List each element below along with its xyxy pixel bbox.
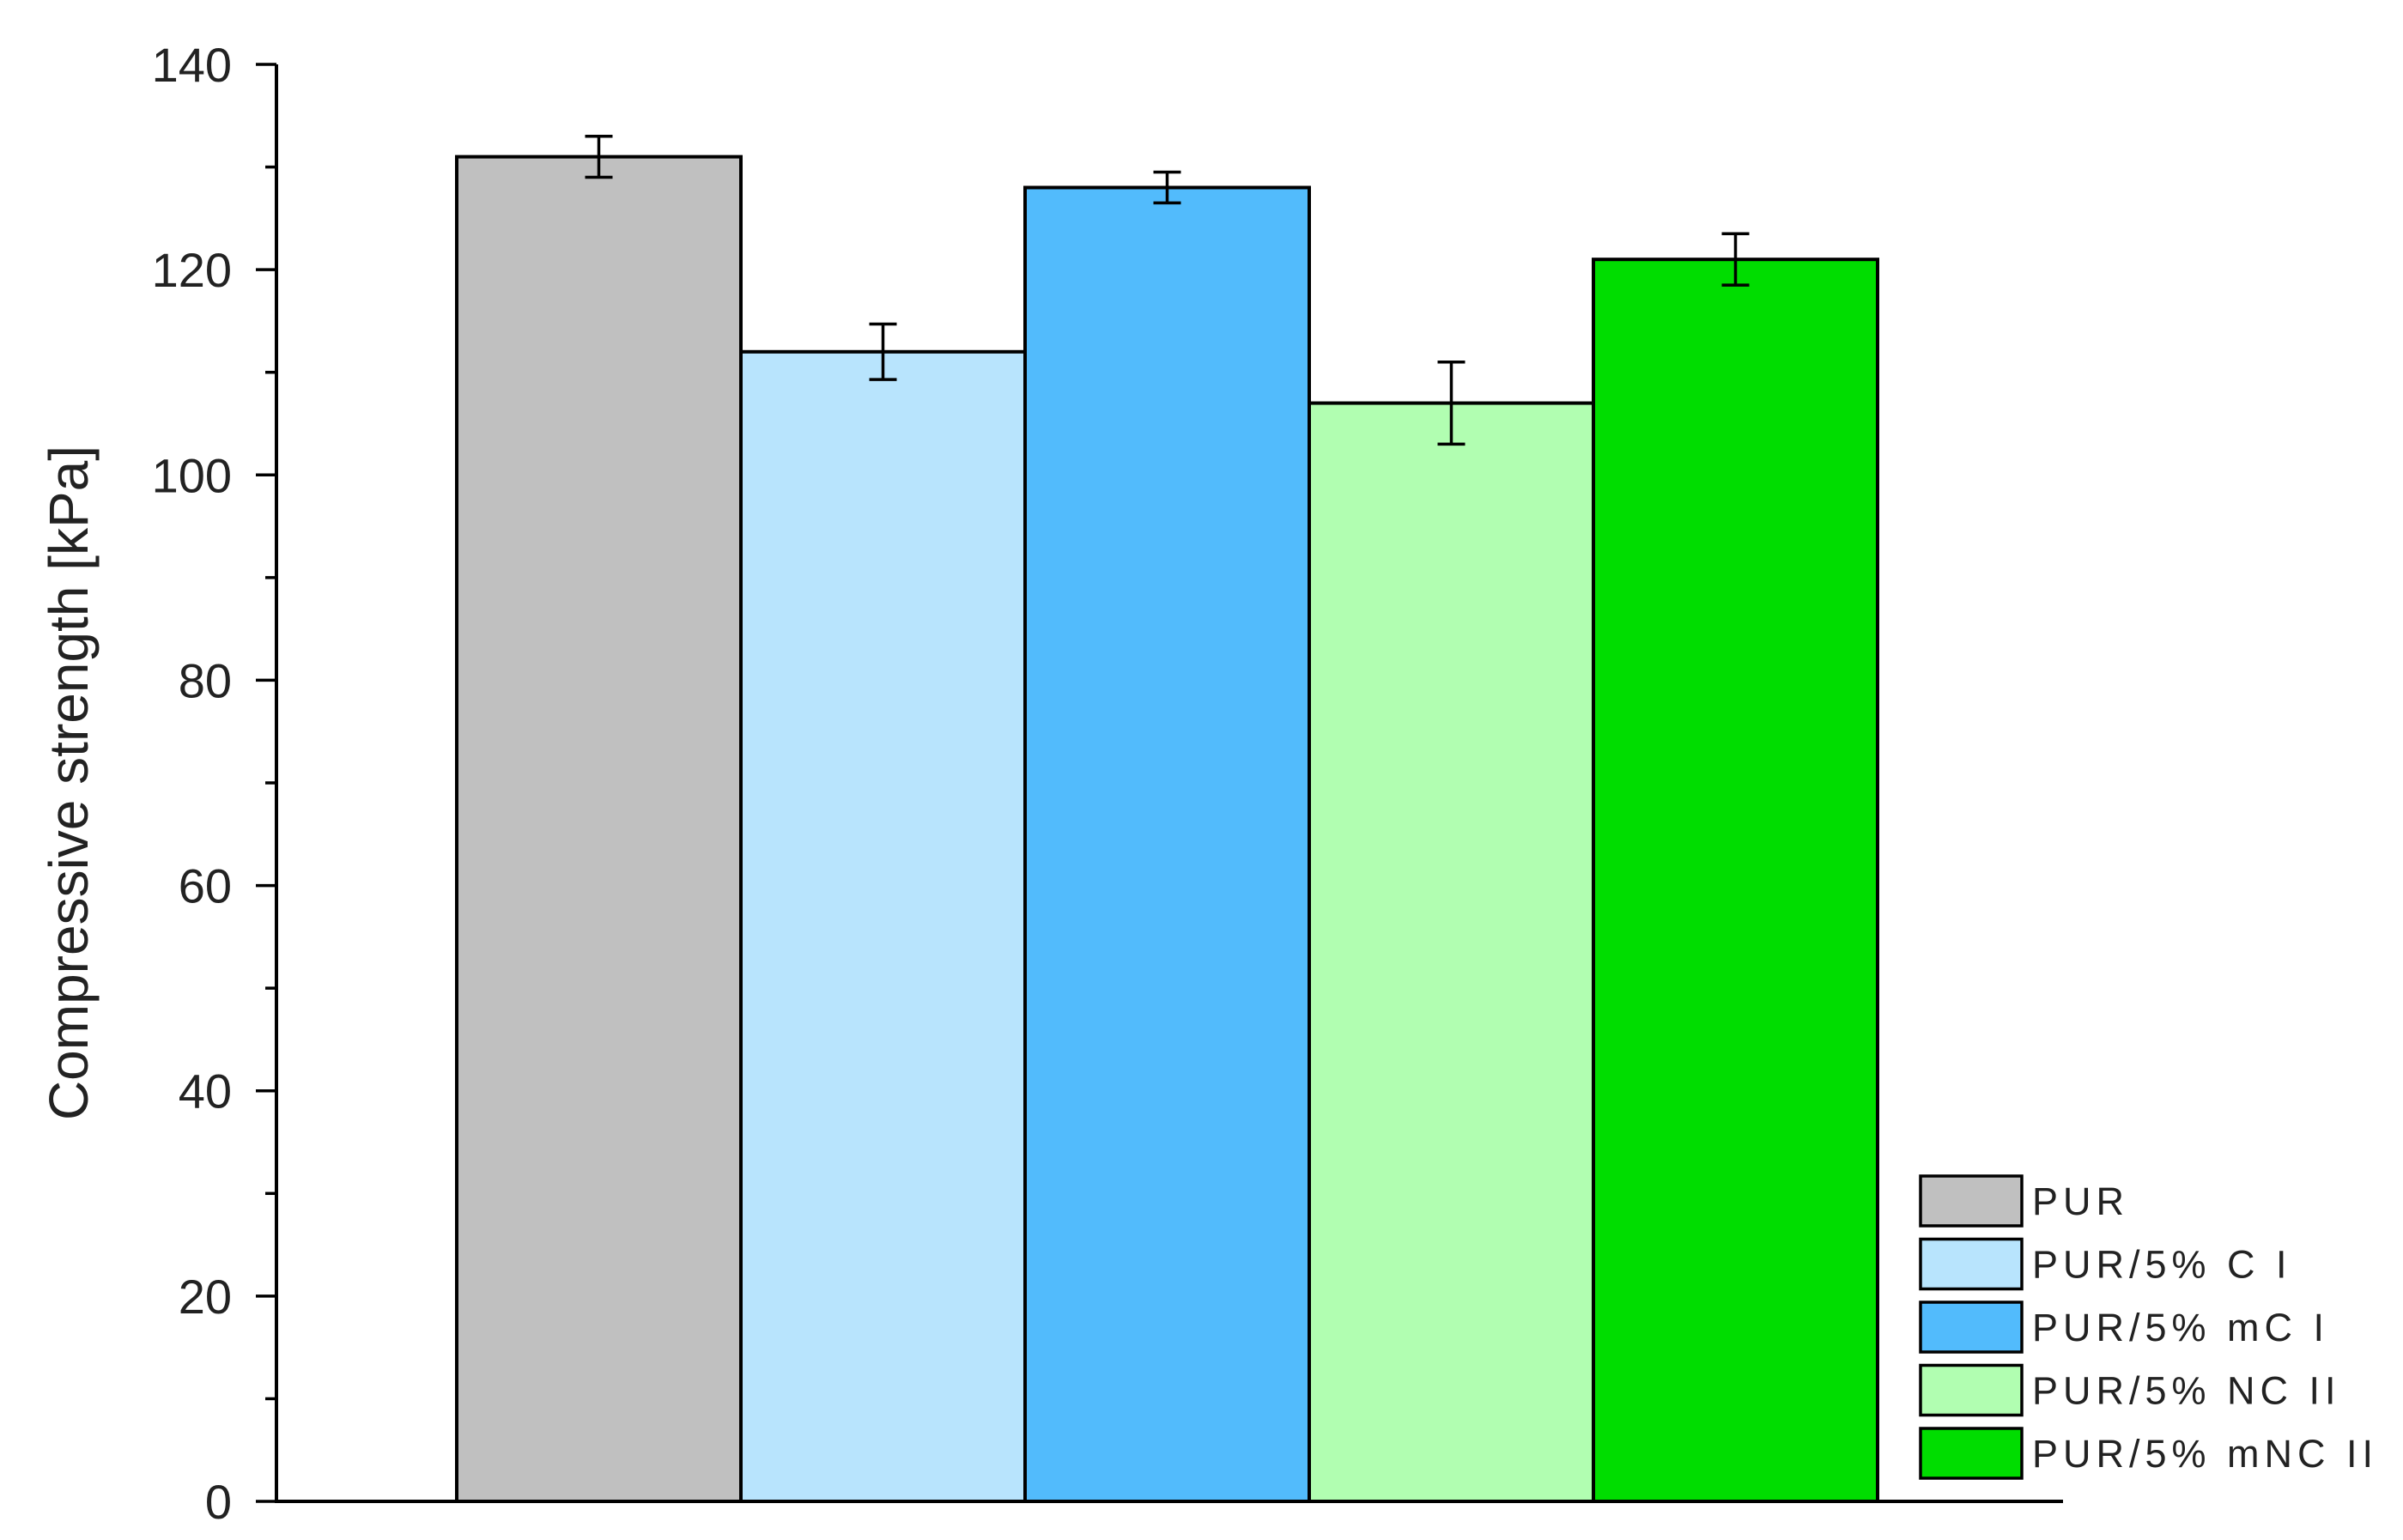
bar-1 [739, 349, 1027, 1503]
error-bars-layer [585, 134, 1750, 446]
bar-4 [1592, 258, 1879, 1504]
y-axis-title: Compressive strength [kPa] [38, 446, 100, 1120]
legend-label-4: PUR/5% mNC II [2032, 1432, 2378, 1476]
y-tick-label-4: 80 [179, 653, 232, 707]
bar-0 [455, 155, 743, 1504]
legend-label-1: PUR/5% C I [2032, 1243, 2292, 1287]
legend-label-3: PUR/5% NC II [2032, 1369, 2341, 1413]
y-tick-label-6: 120 [152, 243, 232, 297]
y-tick-label-2: 40 [179, 1064, 232, 1119]
y-ticks-layer: 0 20 40 60 80 100 120 140 [152, 38, 276, 1529]
legend: PUR PUR/5% C I PUR/5% mC I PUR/5% NC II PUR/… [1919, 1174, 2378, 1480]
bar-3 [1308, 401, 1595, 1504]
legend-label-2: PUR/5% mC I [2032, 1306, 2329, 1349]
y-tick-label-1: 20 [179, 1270, 232, 1324]
y-tick-label-5: 100 [152, 448, 232, 502]
y-tick-label-3: 60 [179, 859, 232, 913]
bars-layer [455, 155, 1879, 1504]
y-tick-label-0: 0 [205, 1475, 232, 1529]
legend-swatch-2 [1919, 1301, 2024, 1354]
y-tick-label-7: 140 [152, 38, 232, 92]
legend-label-0: PUR [2032, 1179, 2129, 1223]
bar-2 [1023, 185, 1311, 1503]
legend-swatch-4 [1919, 1427, 2024, 1480]
legend-swatch-1 [1919, 1237, 2024, 1291]
legend-swatch-3 [1919, 1363, 2024, 1417]
legend-swatch-0 [1919, 1174, 2024, 1228]
